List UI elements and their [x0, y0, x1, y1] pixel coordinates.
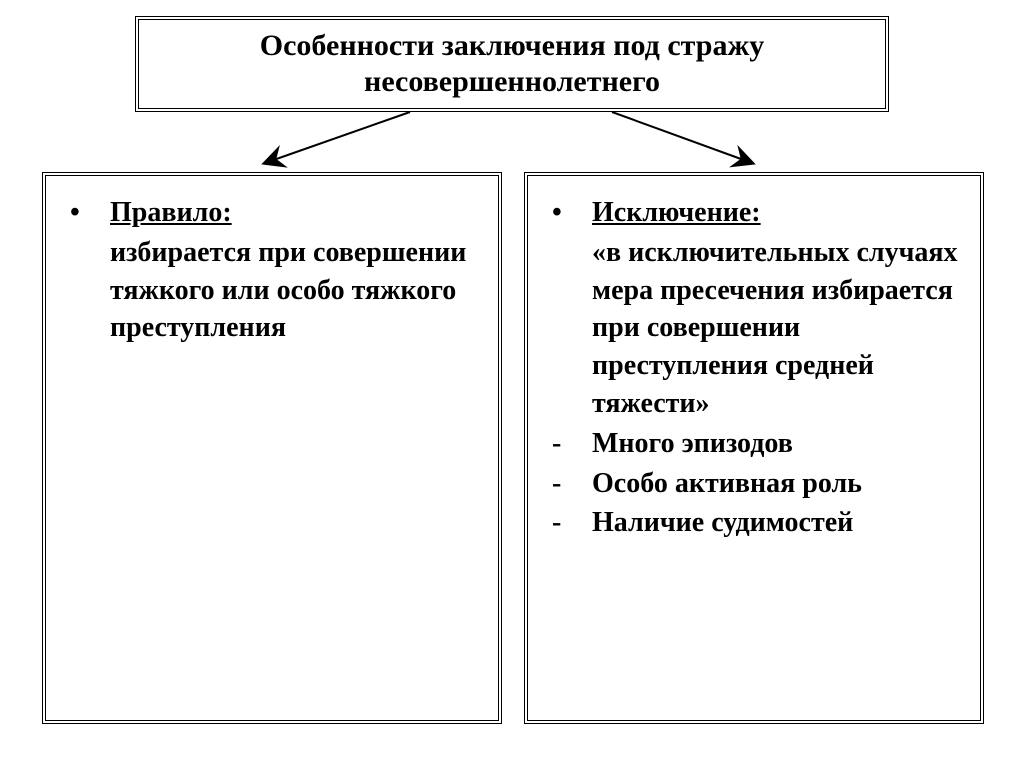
indent-spacer — [70, 234, 110, 347]
left-column: • Правило: избирается при совершении тяж… — [42, 172, 502, 724]
bullet-icon: • — [552, 194, 592, 232]
right-heading-row: • Исключение: — [552, 194, 960, 232]
left-body: избирается при совершении тяжкого или ос… — [110, 234, 478, 347]
arrow-left — [265, 112, 410, 163]
left-heading: Правило: — [110, 194, 232, 232]
title-text: Особенности заключения под стражу несове… — [159, 28, 865, 100]
dash-icon: - — [552, 465, 592, 503]
columns-container: • Правило: избирается при совершении тяж… — [42, 172, 984, 724]
right-body-row: «в исключительных случаях мера пресечени… — [552, 234, 960, 423]
right-column: • Исключение: «в исключительных случаях … — [524, 172, 984, 724]
indent-spacer — [552, 234, 592, 423]
arrow-right — [612, 112, 752, 163]
dash-item-text: Много эпизодов — [592, 425, 793, 463]
dash-item-1: - Особо активная роль — [552, 465, 960, 503]
left-body-row: избирается при совершении тяжкого или ос… — [70, 234, 478, 347]
dash-icon: - — [552, 425, 592, 463]
dash-item-text: Особо активная роль — [592, 465, 862, 503]
right-heading: Исключение: — [592, 194, 761, 232]
right-body: «в исключительных случаях мера пресечени… — [592, 234, 960, 423]
dash-icon: - — [552, 504, 592, 542]
dash-item-2: - Наличие судимостей — [552, 504, 960, 542]
title-box: Особенности заключения под стражу несове… — [135, 16, 889, 112]
bullet-icon: • — [70, 194, 110, 232]
dash-item-0: - Много эпизодов — [552, 425, 960, 463]
left-heading-row: • Правило: — [70, 194, 478, 232]
dash-item-text: Наличие судимостей — [592, 504, 853, 542]
